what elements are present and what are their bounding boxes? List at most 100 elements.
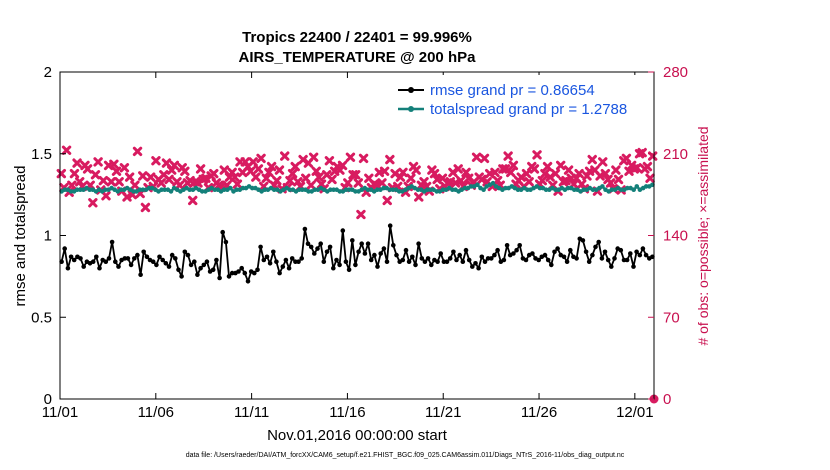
series-point-rmse [406, 259, 412, 265]
series-point-rmse [198, 265, 203, 271]
obs-count-marker-stroke [119, 163, 130, 173]
obs-count-marker-stroke [314, 172, 324, 182]
series-point-rmse [274, 259, 279, 265]
series-point-rmse [643, 252, 649, 258]
obs-count-marker [261, 173, 272, 183]
obs-count-marker [272, 175, 282, 186]
legend: rmse grand pr = 0.86654 totalspread gran… [392, 75, 650, 121]
obs-count-marker-stroke [490, 167, 500, 178]
series-point-rmse [334, 257, 339, 263]
chart-title: Tropics 22400 / 22401 = 99.996% [242, 29, 472, 46]
series-point-totalspread [306, 189, 311, 194]
obs-count-marker [508, 160, 519, 171]
series-point-rmse [128, 262, 134, 268]
x-tick-label: 12/01 [616, 404, 654, 421]
series-point-rmse [214, 257, 219, 263]
series-point-rmse [416, 241, 421, 246]
obs-count-marker-stroke [353, 178, 364, 188]
series-point-rmse [387, 223, 393, 228]
obs-count-marker [119, 163, 130, 173]
series-point-rmse [495, 247, 500, 253]
series-point-rmse [150, 259, 156, 265]
obs-count-marker-stroke [492, 175, 503, 186]
obs-count-marker [195, 164, 206, 174]
series-point-totalspread [199, 189, 205, 194]
y-right-tick-label: 280 [663, 64, 688, 81]
obs-count-marker [382, 195, 392, 206]
obs-count-marker-stroke [280, 151, 290, 161]
obs-count-marker-stroke [124, 172, 135, 182]
series-point-rmse [201, 262, 207, 268]
obs-count-marker-stroke [358, 153, 369, 164]
chart-subtitle: AIRS_TEMPERATURE @ 200 hPa [239, 49, 477, 66]
obs-count-marker-stroke [274, 165, 285, 175]
series-point-rmse [324, 249, 330, 255]
obs-count-marker-stroke [56, 168, 67, 179]
obs-count-marker [124, 172, 135, 182]
series-point-totalspread [600, 184, 605, 189]
obs-count-marker-stroke [637, 147, 647, 158]
series-point-rmse [109, 239, 115, 245]
obs-count-marker-stroke [180, 166, 190, 176]
series-line-rmse [60, 224, 653, 283]
obs-count-marker-stroke [327, 174, 337, 185]
series-point-rmse [78, 256, 83, 261]
obs-count-marker-stroke [364, 173, 374, 183]
obs-count-marker-stroke [138, 171, 148, 181]
x-tick-label: 11/11 [234, 404, 269, 421]
series-point-rmse [460, 259, 466, 265]
obs-count-marker-stroke [69, 168, 80, 179]
series-point-rmse [305, 241, 311, 246]
x-tick-label: 11/06 [138, 404, 174, 421]
obs-count-marker-stroke [82, 164, 93, 174]
series-point-rmse [501, 257, 507, 263]
series-point-rmse [337, 262, 342, 268]
obs-count-marker-stroke [219, 165, 229, 175]
series-point-rmse [210, 267, 216, 273]
obs-count-marker [264, 167, 274, 178]
obs-count-marker [598, 157, 608, 167]
series-point-totalspread [234, 187, 239, 192]
obs-count-marker [613, 174, 624, 185]
series-point-rmse [154, 262, 159, 268]
series-point-rmse [271, 249, 276, 255]
series-point-rmse [545, 257, 551, 263]
series-point-rmse [413, 262, 418, 268]
obs-count-marker-stroke [75, 177, 85, 187]
obs-count-marker [285, 175, 295, 186]
obs-count-marker-stroke [647, 151, 658, 161]
axis-layer: 11/01 11/06 11/11 11/16 11/21 11/26 12/01 0 0.5 1… [31, 64, 688, 421]
x-tick-label: 11/16 [329, 404, 365, 421]
obs-count-marker [140, 202, 151, 213]
series-point-rmse [536, 257, 541, 263]
obs-count-marker-stroke [598, 157, 608, 167]
series-point-rmse [264, 254, 270, 260]
obs-count-marker-stroke [240, 157, 250, 167]
obs-count-marker-stroke [201, 173, 211, 183]
obs-count-marker [88, 198, 98, 208]
series-point-rmse [261, 257, 267, 263]
obs-count-marker [106, 177, 116, 187]
obs-count-marker-stroke [503, 151, 513, 161]
obs-count-marker-stroke [316, 179, 327, 189]
series-point-rmse [640, 246, 646, 251]
obs-count-marker-stroke [479, 153, 490, 164]
series-point-rmse [593, 244, 598, 250]
legend-label-totalspread: totalspread grand pr = 1.2788 [430, 101, 627, 118]
series-point-totalspread [140, 187, 146, 192]
obs-count-marker-stroke [645, 173, 655, 183]
series-point-rmse [602, 249, 608, 255]
obs-count-marker [256, 153, 266, 164]
obs-count-marker [230, 172, 240, 182]
series-point-rmse [192, 259, 197, 265]
series-point-rmse [188, 262, 194, 268]
obs-count-marker-stroke [584, 166, 595, 176]
obs-count-marker-stroke [209, 168, 219, 179]
obs-count-marker-stroke [508, 160, 519, 171]
obs-count-marker [461, 167, 471, 178]
series-point-rmse [580, 238, 586, 243]
obs-count-marker-stroke [324, 156, 335, 166]
series-point-totalspread [490, 180, 496, 186]
obs-count-marker-stroke [464, 173, 474, 183]
obs-count-marker [164, 174, 174, 185]
